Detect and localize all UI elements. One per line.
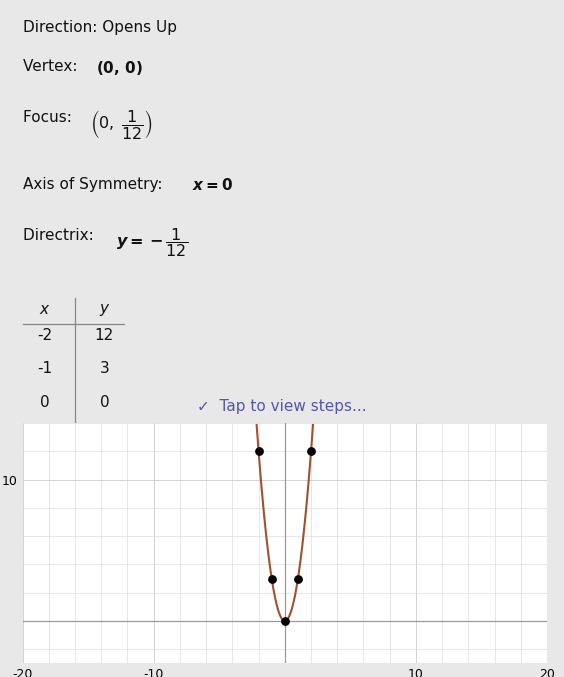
Text: 2: 2 — [40, 462, 50, 477]
Text: 0: 0 — [99, 395, 109, 410]
Text: -1: -1 — [38, 362, 52, 376]
Text: ✓  Tap to view steps...: ✓ Tap to view steps... — [197, 399, 367, 414]
Text: 3: 3 — [99, 362, 109, 376]
Text: 0: 0 — [40, 395, 50, 410]
Text: $\mathbf{(0,\,0)}$: $\mathbf{(0,\,0)}$ — [96, 59, 143, 77]
Text: $\boldsymbol{y = -\dfrac{1}{12}}$: $\boldsymbol{y = -\dfrac{1}{12}}$ — [116, 226, 188, 259]
Text: -2: -2 — [38, 328, 52, 343]
Text: 12: 12 — [95, 462, 114, 477]
Text: 12: 12 — [95, 328, 114, 343]
Text: $x$: $x$ — [39, 303, 51, 318]
Point — [293, 573, 302, 584]
Text: $\boldsymbol{x = 0}$: $\boldsymbol{x = 0}$ — [192, 177, 233, 193]
Point — [254, 446, 263, 457]
Point — [267, 573, 276, 584]
Text: $\left(0,\;\dfrac{1}{12}\right)$: $\left(0,\;\dfrac{1}{12}\right)$ — [90, 108, 153, 141]
Text: Direction: Opens Up: Direction: Opens Up — [23, 20, 177, 35]
Text: Focus:: Focus: — [23, 110, 76, 125]
Text: Vertex:: Vertex: — [23, 59, 82, 74]
Point — [307, 446, 316, 457]
Text: 3: 3 — [99, 428, 109, 443]
Point — [280, 615, 289, 626]
Text: Axis of Symmetry:: Axis of Symmetry: — [23, 177, 167, 192]
Text: Directrix:: Directrix: — [23, 227, 98, 243]
Text: 1: 1 — [40, 428, 50, 443]
Text: $y$: $y$ — [99, 303, 110, 318]
